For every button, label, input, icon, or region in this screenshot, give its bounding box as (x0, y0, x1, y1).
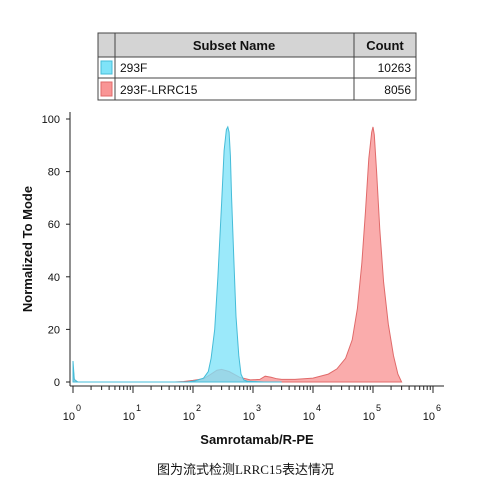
legend-row-2-name: 293F-LRRC15 (120, 83, 198, 97)
legend-header-name: Subset Name (193, 38, 275, 53)
legend-row-1-count: 10263 (378, 61, 412, 75)
x-tick-label-6: 10 (423, 411, 435, 423)
x-tick-exponent-1: 1 (136, 403, 141, 413)
legend-swatch-293f-lrrc15 (100, 81, 113, 97)
x-tick-label-0: 10 (63, 411, 75, 423)
legend-header-count: Count (366, 38, 404, 53)
y-tick-label-100: 100 (42, 114, 60, 126)
y-tick-label-80: 80 (48, 167, 60, 179)
series-layer (72, 125, 403, 383)
plot-frame (69, 112, 444, 387)
x-axis-label: Samrotamab/R-PE (200, 432, 314, 447)
legend-row-1-name: 293F (120, 61, 147, 75)
x-tick-exponent-4: 4 (316, 403, 321, 413)
figure-caption: 图为流式检测LRRC15表达情况 (157, 462, 334, 477)
x-tick-label-2: 10 (183, 411, 195, 423)
y-axis-ticks: 0 20 40 60 80 100 (42, 114, 70, 389)
y-axis-label: Normalized To Mode (20, 186, 35, 312)
chart-root: Subset Name Count 293F 10263 293F-LRRC15… (20, 32, 444, 447)
y-tick-label-40: 40 (48, 272, 60, 284)
y-tick-label-60: 60 (48, 219, 60, 231)
legend-row-2 (97, 77, 417, 101)
x-tick-exponent-2: 2 (196, 403, 201, 413)
legend-swatch-293f (100, 60, 113, 75)
x-tick-label-5: 10 (363, 411, 375, 423)
x-tick-label-1: 10 (123, 411, 135, 423)
series-293f-area (72, 125, 282, 383)
x-tick-exponent-6: 6 (436, 403, 441, 413)
y-tick-label-20: 20 (48, 324, 60, 336)
x-tick-label-3: 10 (243, 411, 255, 423)
legend-header-row (97, 32, 417, 58)
x-tick-exponent-3: 3 (256, 403, 261, 413)
x-tick-exponent-0: 0 (76, 403, 81, 413)
x-tick-label-4: 10 (303, 411, 315, 423)
y-tick-label-0: 0 (54, 377, 60, 389)
x-tick-exponent-5: 5 (376, 403, 381, 413)
legend-row-2-count: 8056 (384, 83, 411, 97)
legend-table: Subset Name Count 293F 10263 293F-LRRC15… (97, 32, 417, 101)
